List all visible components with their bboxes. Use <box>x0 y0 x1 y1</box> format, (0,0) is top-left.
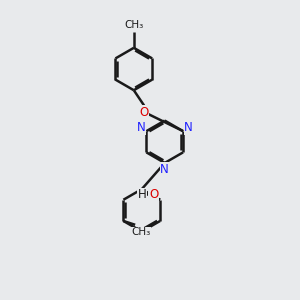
Text: CH₃: CH₃ <box>124 20 143 30</box>
Text: CH₃: CH₃ <box>131 227 151 237</box>
Text: N: N <box>136 122 145 134</box>
Text: N: N <box>160 163 169 176</box>
Text: N: N <box>184 122 193 134</box>
Text: H: H <box>138 188 147 201</box>
Text: O: O <box>149 188 158 201</box>
Text: O: O <box>140 106 149 118</box>
